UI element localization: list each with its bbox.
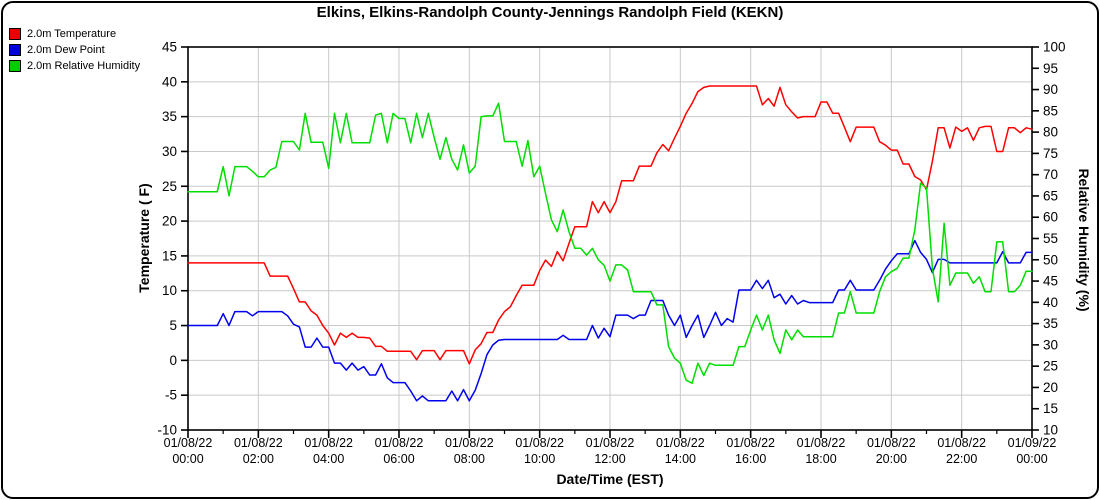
humidity-line: [187, 102, 1033, 384]
right-axis-tick-label: 15: [1043, 401, 1058, 416]
x-axis-tick-date: 01/08/22: [797, 436, 846, 450]
x-axis-tick-date: 01/08/22: [586, 436, 635, 450]
left-axis-tick-label: 15: [162, 248, 177, 263]
x-axis-tick-time: 00:00: [1016, 452, 1047, 466]
left-axis-tick-label: -5: [165, 388, 177, 403]
legend-item-0: 2.0m Temperature: [9, 28, 140, 40]
right-axis-tick-label: 45: [1043, 274, 1058, 289]
right-axis-tick-label: 60: [1043, 210, 1058, 225]
legend-swatch-icon: [9, 44, 21, 56]
legend-label: 2.0m Dew Point: [27, 44, 105, 56]
left-axis-tick-label: 25: [162, 179, 177, 194]
x-axis-tick-time: 18:00: [805, 452, 836, 466]
axes: [181, 46, 1039, 438]
x-axis-tick-time: 08:00: [454, 452, 485, 466]
right-axis-tick-label: 10: [1043, 423, 1058, 438]
right-axis-tick-label: 40: [1043, 295, 1058, 310]
left-axis-tick-label: 30: [162, 144, 177, 159]
legend: 2.0m Temperature 2.0m Dew Point 2.0m Relat…: [9, 28, 140, 76]
left-axis-tick-label: 40: [162, 74, 177, 89]
x-axis-tick-date: 01/08/22: [867, 436, 916, 450]
legend-item-2: 2.0m Relative Humidity: [9, 60, 140, 72]
left-axis-tick-label: 35: [162, 109, 177, 124]
right-axis-tick-label: 25: [1043, 359, 1058, 374]
right-axis-tick-label: 30: [1043, 337, 1058, 352]
legend-swatch-icon: [9, 60, 21, 72]
right-axis-title: Relative Humidity (%): [1076, 168, 1092, 311]
legend-label: 2.0m Relative Humidity: [27, 60, 141, 72]
x-axis-tick-date: 01/08/22: [445, 436, 494, 450]
left-axis-tick-label: -10: [157, 423, 177, 438]
x-axis-tick-date: 01/08/22: [937, 436, 986, 450]
x-axis-tick-time: 20:00: [876, 452, 907, 466]
x-axis-tick-date: 01/08/22: [164, 436, 213, 450]
right-axis-tick-label: 80: [1043, 125, 1058, 140]
right-axis-tick-label: 100: [1043, 40, 1066, 55]
x-axis-tick-time: 04:00: [313, 452, 344, 466]
right-axis-tick-label: 90: [1043, 82, 1058, 97]
temperature-line: [187, 85, 1033, 365]
x-axis-tick-time: 16:00: [735, 452, 766, 466]
right-axis-tick-label: 20: [1043, 380, 1058, 395]
legend-swatch-icon: [9, 28, 21, 40]
x-axis-tick-time: 10:00: [524, 452, 555, 466]
right-axis-tick-label: 85: [1043, 103, 1058, 118]
x-axis-tick-time: 22:00: [946, 452, 977, 466]
right-axis-tick-label: 70: [1043, 167, 1058, 182]
left-axis-tick-label: 45: [162, 40, 177, 55]
left-axis-tick-label: 20: [162, 214, 177, 229]
x-axis-tick-date: 01/08/22: [375, 436, 424, 450]
right-axis-tick-label: 55: [1043, 231, 1058, 246]
x-axis-tick-time: 12:00: [594, 452, 625, 466]
left-axis-tick-label: 5: [169, 318, 177, 333]
dew-point-line: [187, 239, 1033, 402]
axis-labels: 454035302520151050-5-1010095908580757065…: [136, 40, 1092, 488]
left-axis-tick-label: 0: [169, 353, 177, 368]
x-axis-tick-time: 02:00: [243, 452, 274, 466]
legend-item-1: 2.0m Dew Point: [9, 44, 140, 56]
x-axis-tick-date: 01/09/22: [1008, 436, 1057, 450]
data-series: [187, 85, 1033, 402]
x-axis-tick-date: 01/08/22: [304, 436, 353, 450]
legend-label: 2.0m Temperature: [27, 28, 117, 40]
x-axis-tick-time: 14:00: [665, 452, 696, 466]
right-axis-tick-label: 50: [1043, 252, 1058, 267]
gridlines: [188, 47, 1032, 430]
x-axis-tick-date: 01/08/22: [515, 436, 564, 450]
right-axis-tick-label: 65: [1043, 188, 1058, 203]
x-axis-tick-time: 00:00: [172, 452, 203, 466]
left-axis-tick-label: 10: [162, 283, 177, 298]
x-axis-title: Date/Time (EST): [556, 471, 663, 487]
right-axis-tick-label: 95: [1043, 61, 1058, 76]
x-axis-tick-date: 01/08/22: [726, 436, 775, 450]
x-axis-tick-time: 06:00: [383, 452, 414, 466]
chart-title: Elkins, Elkins-Randolph County-Jennings …: [316, 4, 784, 21]
x-axis-tick-date: 01/08/22: [656, 436, 705, 450]
x-axis-tick-date: 01/08/22: [234, 436, 283, 450]
left-axis-title: Temperature ( F): [136, 183, 152, 292]
right-axis-tick-label: 75: [1043, 146, 1058, 161]
right-axis-tick-label: 35: [1043, 316, 1058, 331]
